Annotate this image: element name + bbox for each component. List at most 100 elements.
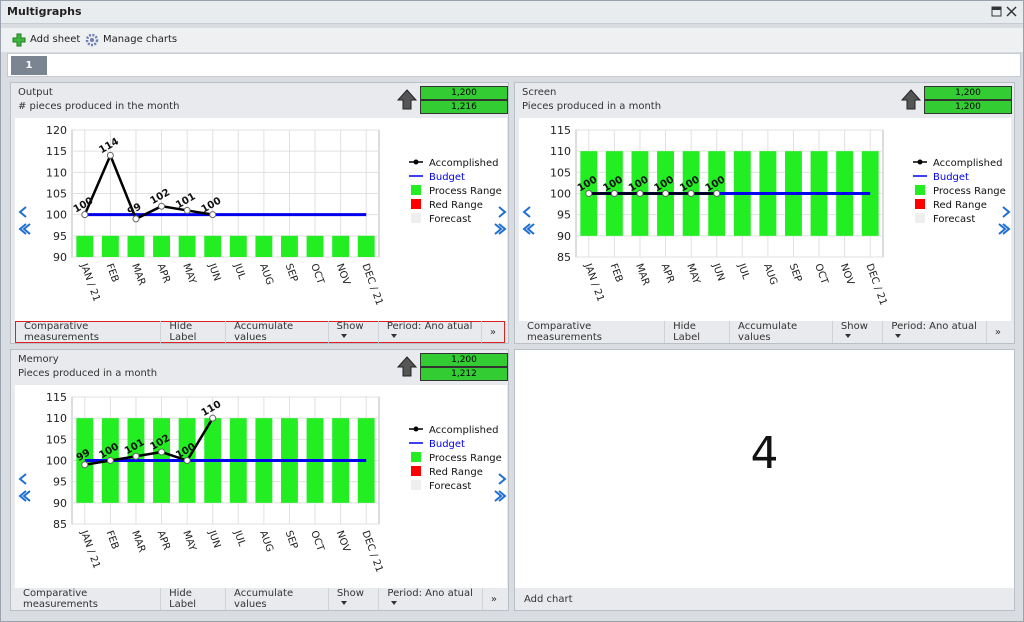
y-tick-label: 85	[53, 518, 67, 531]
footer-button[interactable]: »	[490, 593, 498, 605]
window-controls[interactable]	[991, 6, 1019, 18]
badge: 1,200	[420, 86, 508, 100]
footer-button[interactable]: Comparative measurements	[15, 588, 162, 610]
nav-arrow[interactable]	[22, 490, 31, 502]
point	[132, 215, 140, 223]
trend-icon	[397, 356, 417, 377]
footer-button[interactable]: Hide Label	[161, 588, 227, 610]
add-sheet-button[interactable]: Add sheet	[30, 34, 81, 45]
footer-button[interactable]: »	[489, 326, 497, 338]
legend-label: Accomplished	[429, 158, 498, 169]
chart-panel: Screen Pieces produced in a month 1,200 1,2…	[514, 82, 1015, 344]
nav-arrow[interactable]	[498, 473, 507, 485]
x-tick-label: NOV	[334, 262, 352, 287]
legend-label: Budget	[429, 439, 465, 450]
nav-arrow[interactable]	[22, 223, 31, 235]
x-tick-label: FEB	[104, 262, 121, 284]
x-tick-label: JUL	[231, 261, 247, 281]
y-tick-label: 100	[46, 209, 67, 222]
nav-arrow[interactable]	[494, 223, 503, 235]
arrow	[901, 89, 921, 110]
y-tick-label: 115	[550, 124, 571, 137]
chart-subtitle: Pieces produced in a month	[522, 101, 662, 112]
x-tick-label: AUG	[257, 262, 275, 286]
point	[81, 211, 89, 219]
chart: 85 90 95 100 105 110 115 JAN / 21 FEB MAR APR MAY JU…	[15, 385, 507, 588]
footer-button[interactable]: Comparative measurements	[16, 321, 162, 343]
range-bar	[281, 235, 298, 257]
range-bar	[357, 235, 375, 257]
nav-arrow[interactable]	[18, 473, 27, 485]
footer-button[interactable]: Hide Label	[665, 321, 731, 343]
y-tick-label: 100	[46, 455, 67, 468]
range-bar	[204, 235, 222, 257]
range-bar	[101, 235, 119, 257]
chart-title: Screen	[522, 87, 557, 98]
toolbar: Add sheet Manage charts	[1, 28, 1023, 52]
nav-arrow[interactable]	[18, 490, 27, 502]
nav-arrow[interactable]	[522, 206, 531, 218]
x-tick-label: SEP	[283, 529, 300, 550]
footer-button[interactable]: Accumulate values	[226, 588, 329, 610]
footer-button[interactable]: Period: Ano atual	[883, 321, 987, 343]
point	[106, 457, 114, 464]
arrow	[397, 89, 417, 110]
y-tick-label: 105	[550, 166, 571, 179]
nav-arrow[interactable]	[494, 490, 503, 502]
nav-arrow[interactable]	[498, 223, 507, 235]
legend-label: Red Range	[429, 467, 483, 478]
x-tick-label: JUN	[206, 528, 223, 549]
panel-number: 4	[750, 428, 779, 479]
nav-arrow[interactable]	[498, 490, 507, 502]
legend-label: Forecast	[429, 481, 471, 492]
legend-label: Process Range	[429, 453, 502, 464]
y-tick-label: 100	[550, 188, 571, 201]
legend-swatch	[411, 213, 421, 223]
range-bar	[332, 235, 350, 257]
legend-swatch	[411, 466, 421, 476]
nav-arrow[interactable]	[522, 223, 531, 235]
nav-arrow[interactable]	[18, 206, 27, 218]
footer-button[interactable]: Show	[329, 588, 380, 610]
nav-arrow[interactable]	[1002, 223, 1011, 235]
x-tick-label: NOV	[838, 262, 856, 287]
point	[662, 190, 670, 197]
chart: 85 90 95 100 105 110 115 JAN / 21 FEB MAR APR MAY JU…	[519, 118, 1011, 321]
footer-button[interactable]: »	[994, 326, 1002, 338]
window-title: Multigraphs	[7, 5, 82, 18]
nav-arrow[interactable]	[998, 223, 1007, 235]
chart-footer: Comparative measurements Hide Label Accumu…	[15, 321, 505, 343]
nav-arrow[interactable]	[498, 206, 507, 218]
x-tick-label: OCT	[308, 262, 326, 286]
footer-button[interactable]: Period: Ano atual	[379, 321, 482, 343]
trend-icon	[397, 89, 417, 110]
empty-panel: 4 Add chart	[514, 349, 1015, 611]
legend-label: Accomplished	[933, 158, 1002, 169]
range-bar	[153, 235, 170, 257]
range-bar	[76, 235, 94, 257]
footer-button[interactable]: Accumulate values	[226, 321, 329, 343]
x-tick-label: DEC / 21	[359, 262, 384, 307]
nav-arrow[interactable]	[1002, 206, 1011, 218]
y-tick-label: 110	[46, 166, 67, 179]
nav-arrow[interactable]	[18, 223, 27, 235]
chart-title: Memory	[18, 354, 59, 365]
add-chart-button[interactable]: Add chart	[524, 594, 573, 605]
footer-button[interactable]: Show	[329, 321, 379, 343]
y-tick-label: 115	[46, 145, 67, 158]
tab[interactable]: 1	[11, 56, 47, 75]
y-tick-label: 105	[46, 188, 67, 201]
x-tick-label: APR	[659, 262, 676, 284]
manage-charts-button[interactable]: Manage charts	[103, 34, 178, 45]
footer-button[interactable]: Accumulate values	[730, 321, 833, 343]
y-tick-label: 95	[53, 230, 67, 243]
footer-button[interactable]: Hide Label	[161, 321, 227, 343]
footer-button[interactable]: Period: Ano atual	[379, 588, 483, 610]
x-tick-label: AUG	[761, 262, 779, 286]
footer-button[interactable]: Show	[833, 321, 884, 343]
footer-button[interactable]: Comparative measurements	[519, 321, 666, 343]
nav-arrow[interactable]	[526, 223, 535, 235]
range-bar	[255, 235, 273, 257]
range-bar	[127, 235, 145, 257]
chart-subtitle: # pieces produced in the month	[18, 101, 180, 112]
